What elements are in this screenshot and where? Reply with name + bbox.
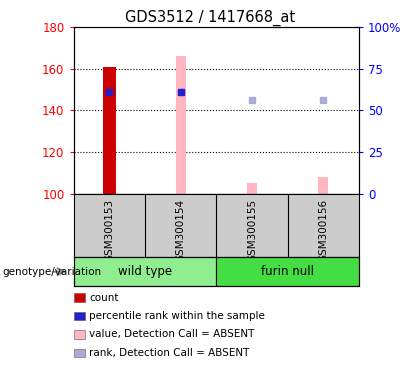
Text: GSM300155: GSM300155	[247, 199, 257, 262]
Bar	[216, 257, 359, 286]
Bar	[74, 257, 216, 286]
Text: wild type: wild type	[118, 265, 172, 278]
Bar	[103, 66, 116, 194]
Text: count: count	[89, 293, 119, 303]
Text: GSM300156: GSM300156	[318, 199, 328, 262]
Text: GSM300153: GSM300153	[104, 199, 114, 262]
Bar	[247, 184, 257, 194]
Text: GDS3512 / 1417668_at: GDS3512 / 1417668_at	[125, 10, 295, 26]
Text: percentile rank within the sample: percentile rank within the sample	[89, 311, 265, 321]
Text: GSM300154: GSM300154	[176, 199, 186, 262]
Bar	[176, 56, 186, 194]
Text: genotype/variation: genotype/variation	[2, 266, 101, 277]
Text: value, Detection Call = ABSENT: value, Detection Call = ABSENT	[89, 329, 255, 339]
Text: furin null: furin null	[261, 265, 314, 278]
Text: rank, Detection Call = ABSENT: rank, Detection Call = ABSENT	[89, 348, 250, 358]
Bar	[318, 177, 328, 194]
